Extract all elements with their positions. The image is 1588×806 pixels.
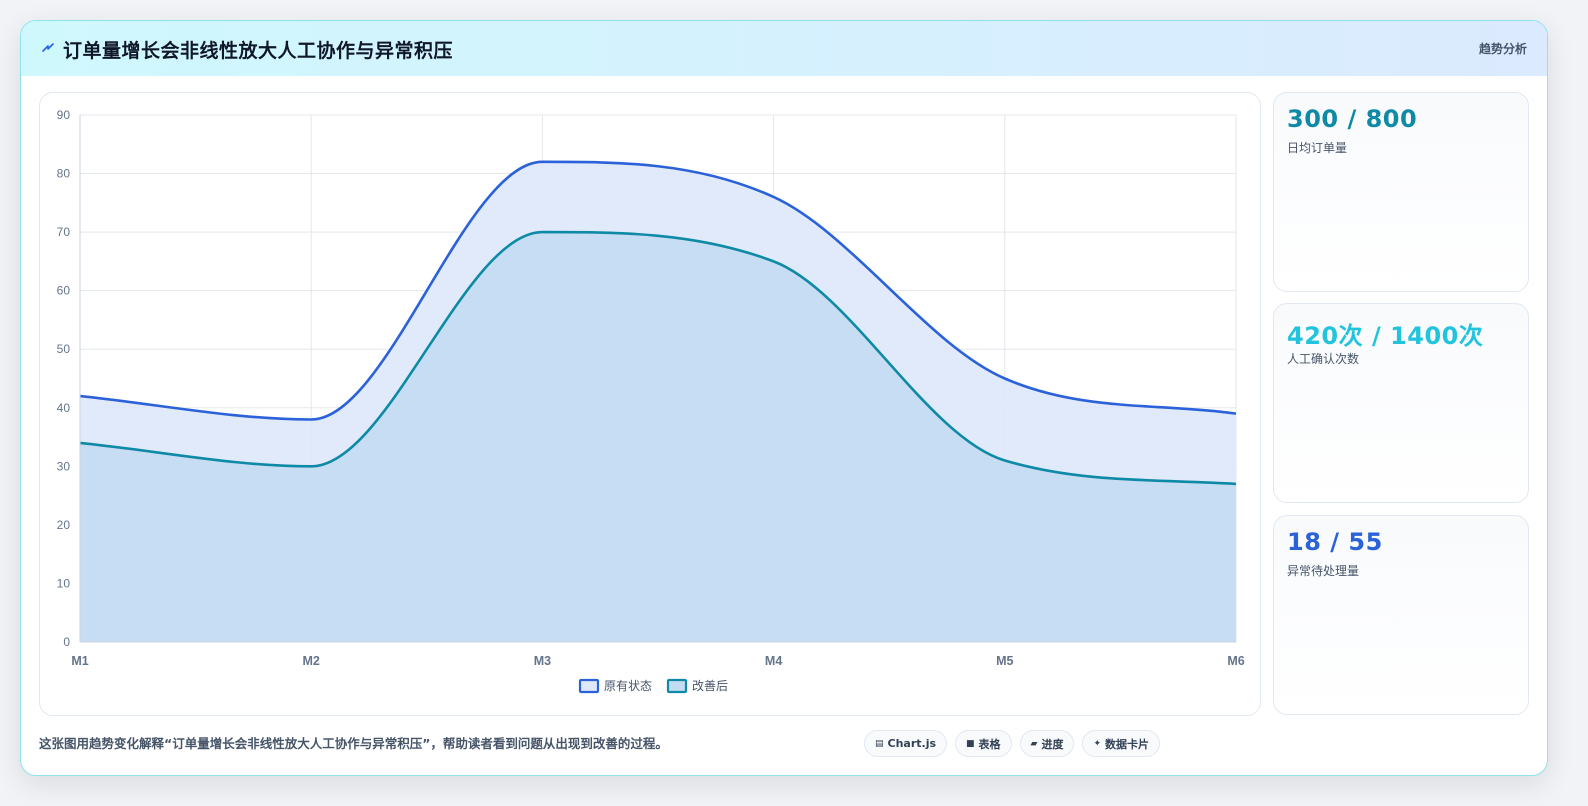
- chip-label: 数据卡片: [1105, 737, 1150, 751]
- y-tick-label: 70: [57, 225, 71, 239]
- stat-card-daily-orders: 300 / 800 日均订单量: [1273, 92, 1529, 292]
- series-line-2: [79, 230, 1237, 486]
- x-tick-label: M4: [765, 654, 782, 668]
- card-icon: ✦: [1093, 738, 1102, 749]
- chip-label: Chart.js: [887, 737, 937, 750]
- section-badge: 趋势分析: [1478, 42, 1527, 56]
- chip-progress[interactable]: ▰ 进度: [1019, 730, 1075, 757]
- y-tick-label: 30: [57, 459, 71, 473]
- series-area-2: [80, 232, 1236, 642]
- stat-value: 300 / 800: [1287, 105, 1418, 133]
- chip-table[interactable]: ■ 表格: [955, 730, 1012, 757]
- y-tick-label: 0: [63, 635, 70, 649]
- x-tick-label: M6: [1227, 654, 1244, 668]
- table-icon: ■: [966, 738, 975, 749]
- progress-icon: ▰: [1030, 738, 1038, 749]
- tag-chips: ▤ Chart.js ■ 表格 ▰ 进度 ✦ 数据卡片: [864, 730, 1161, 757]
- y-tick-label: 90: [57, 108, 71, 122]
- y-tick-label: 20: [57, 518, 71, 532]
- stat-label: 异常待处理量: [1287, 564, 1360, 578]
- y-tick-label: 40: [57, 401, 71, 415]
- stat-card-manual-confirm: 420次 / 1400次 人工确认次数: [1273, 303, 1529, 503]
- stat-label: 日均订单量: [1287, 141, 1348, 155]
- card-header: 订单量增长会非线性放大人工协作与异常积压 趋势分析: [21, 21, 1547, 76]
- chip-label: 表格: [978, 737, 1001, 751]
- legend-swatch-1: [578, 678, 600, 694]
- chart-panel: 0 10 20 30 40 50 60 70 80 90 M1 M2 M3 M4 M5 M6 原有状态 改善后: [39, 92, 1261, 716]
- stat-label: 人工确认次数: [1287, 352, 1360, 366]
- y-tick-label: 60: [57, 284, 71, 298]
- series-line-1: [79, 160, 1237, 421]
- chart-caption: 这张图用趋势变化解释“订单量增长会非线性放大人工协作与异常积压”，帮助读者看到问…: [39, 736, 668, 751]
- page-title: 订单量增长会非线性放大人工协作与异常积压: [63, 40, 454, 62]
- y-tick-label: 10: [57, 576, 71, 590]
- chip-label: 进度: [1041, 737, 1064, 751]
- stat-card-exceptions: 18 / 55 异常待处理量: [1273, 515, 1529, 715]
- stat-value: 420次 / 1400次: [1287, 322, 1484, 350]
- legend-label-2: 改善后: [692, 678, 728, 693]
- x-tick-label: M3: [534, 654, 551, 668]
- chip-data-card[interactable]: ✦ 数据卡片: [1082, 730, 1161, 757]
- x-tick-label: M1: [71, 654, 88, 668]
- chip-chartjs[interactable]: ▤ Chart.js: [864, 730, 948, 757]
- y-tick-label: 50: [57, 342, 71, 356]
- chart-icon: ▤: [875, 738, 884, 749]
- stat-value: 18 / 55: [1287, 528, 1383, 556]
- x-tick-label: M5: [996, 654, 1013, 668]
- x-tick-label: M2: [303, 654, 320, 668]
- area-chart: 0 10 20 30 40 50 60 70 80 90 M1 M2 M3 M4 M5 M6 原有状态 改善后: [57, 108, 1245, 694]
- lightning-icon: [42, 43, 54, 52]
- main-card: 订单量增长会非线性放大人工协作与异常积压 趋势分析 0 10 20 30 40 50 60 7…: [20, 20, 1548, 776]
- legend-label-1: 原有状态: [604, 679, 652, 693]
- y-tick-label: 80: [57, 167, 71, 181]
- legend-swatch-2: [666, 678, 688, 694]
